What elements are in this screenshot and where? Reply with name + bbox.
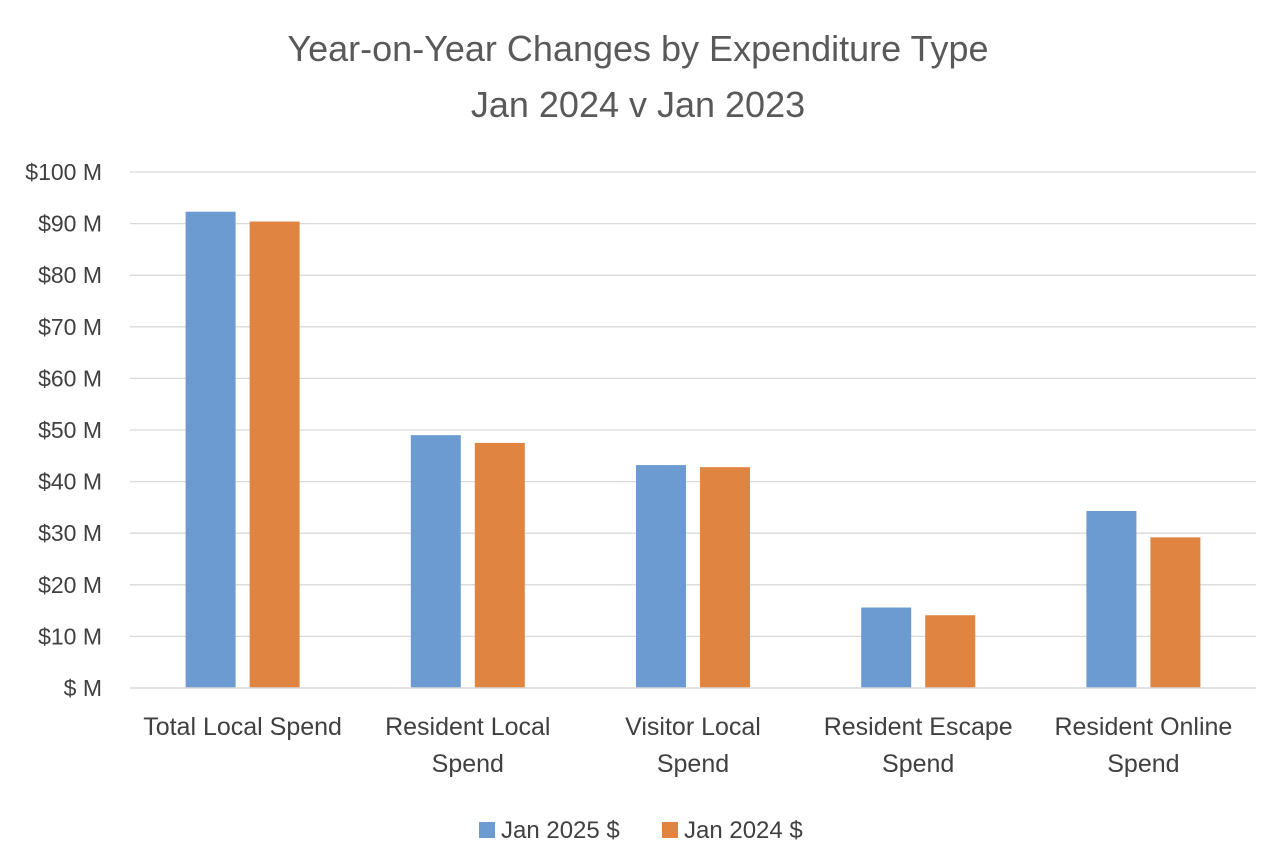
y-tick-label: $10 M <box>38 623 102 649</box>
x-category-label: Spend <box>432 750 504 778</box>
x-category-label: Resident Escape <box>824 713 1013 741</box>
bar-series-2 <box>474 442 525 688</box>
legend-swatch <box>662 822 678 838</box>
bar-series-2 <box>700 467 750 688</box>
x-category-label: Visitor Local <box>625 713 761 741</box>
y-tick-label: $60 M <box>38 365 102 391</box>
legend-swatch <box>479 822 495 838</box>
bars <box>185 211 1201 688</box>
y-tick-label: $ M <box>64 675 102 701</box>
chart-title-line: Year-on-Year Changes by Expenditure Type <box>287 28 988 69</box>
bar-series-1 <box>410 435 461 688</box>
y-tick-label: $90 M <box>38 211 102 237</box>
y-tick-label: $20 M <box>38 572 102 598</box>
y-tick-label: $40 M <box>38 469 102 495</box>
y-tick-label: $70 M <box>38 314 102 340</box>
bar-series-1 <box>861 607 912 688</box>
bar-series-2 <box>249 221 300 688</box>
chart-title: Year-on-Year Changes by Expenditure Type… <box>287 28 988 125</box>
y-tick-label: $50 M <box>38 417 102 443</box>
x-axis-categories: Total Local Spend Resident Local Spend Visi… <box>143 713 1232 778</box>
y-tick-label: $80 M <box>38 262 102 288</box>
y-tick-label: $30 M <box>38 520 102 546</box>
x-category-label: Resident Online <box>1054 713 1232 741</box>
x-category-label: Resident Local <box>385 713 550 741</box>
y-tick-label: $100 M <box>25 159 102 185</box>
x-category-label: Spend <box>882 750 954 778</box>
y-axis-ticks: $ M $10 M $20 M $30 M $40 M $50 M $60 M $70 M $8… <box>25 159 102 701</box>
legend: Jan 2025 $ Jan 2024 $ <box>479 817 803 844</box>
gridlines <box>130 171 1256 638</box>
x-category-label: Total Local Spend <box>143 713 342 741</box>
x-category-label: Spend <box>1107 750 1179 778</box>
bar-series-1 <box>1086 511 1137 688</box>
legend-label: Jan 2025 $ <box>501 817 620 844</box>
chart-title-line: Jan 2024 v Jan 2023 <box>471 84 805 125</box>
bar-series-2 <box>1150 537 1201 688</box>
bar-series-1 <box>636 465 686 688</box>
x-category-label: Spend <box>657 750 729 778</box>
legend-label: Jan 2024 $ <box>684 817 803 844</box>
bar-series-1 <box>185 211 236 688</box>
bar-series-2 <box>925 615 976 688</box>
